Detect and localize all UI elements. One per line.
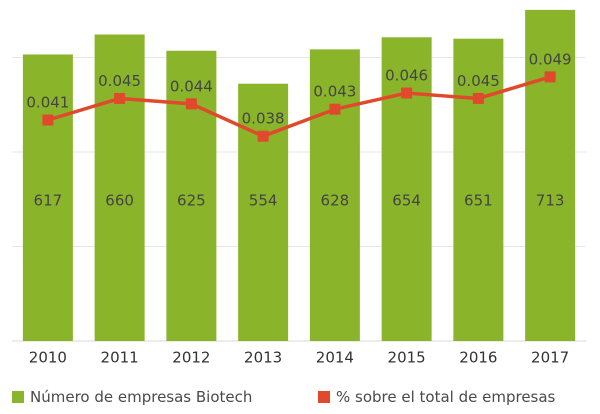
line-value-label: 0.041 — [26, 94, 69, 112]
bar — [238, 83, 289, 341]
line-value-label: 0.046 — [385, 67, 428, 85]
line-value-label: 0.043 — [313, 83, 356, 101]
bar-value-label: 625 — [177, 192, 206, 210]
legend-swatch-bars — [12, 391, 24, 403]
legend: Número de empresas Biotech % sobre el to… — [0, 388, 600, 408]
bar-value-labels: 617 660 625 554 628 654 651 713 — [34, 192, 565, 210]
bar — [22, 54, 73, 341]
line-value-label: 0.045 — [457, 72, 500, 90]
bar-series — [22, 9, 576, 341]
x-tick-label: 2015 — [388, 349, 426, 367]
line-value-label: 0.038 — [242, 110, 285, 128]
line-value-label: 0.044 — [170, 77, 213, 95]
legend-label-line: % sobre el total de empresas — [336, 388, 556, 406]
line-series — [42, 71, 556, 142]
x-tick-label: 2013 — [244, 349, 282, 367]
x-tick-label: 2016 — [459, 349, 497, 367]
x-tick-label: 2017 — [531, 349, 569, 367]
legend-item-bars[interactable]: Número de empresas Biotech — [12, 388, 252, 406]
x-tick-label: 2011 — [101, 349, 139, 367]
line-value-label: 0.045 — [98, 72, 141, 90]
bar-value-label: 651 — [464, 192, 493, 210]
bar — [453, 38, 504, 341]
legend-swatch-line — [318, 391, 330, 403]
line-marker — [472, 92, 484, 104]
line-marker — [257, 130, 269, 142]
x-axis: 2010 2011 2012 2013 2014 2015 2016 2017 — [29, 349, 569, 367]
line-marker — [401, 87, 413, 99]
line-marker — [114, 92, 126, 104]
bar-value-label: 713 — [536, 192, 565, 210]
bar-value-label: 660 — [105, 192, 134, 210]
bar-value-label: 554 — [249, 192, 278, 210]
bar — [94, 34, 145, 341]
line-value-labels: 0.041 0.045 0.044 0.038 0.043 0.046 0.045 0.049 — [26, 50, 571, 127]
line-marker — [329, 103, 341, 115]
line-marker — [185, 98, 197, 110]
x-tick-label: 2014 — [316, 349, 354, 367]
bar — [309, 49, 360, 341]
line-value-label: 0.049 — [529, 50, 572, 68]
legend-item-line[interactable]: % sobre el total de empresas — [318, 388, 555, 406]
x-tick-label: 2012 — [172, 349, 210, 367]
bar-value-label: 617 — [34, 192, 63, 210]
bar-value-label: 654 — [392, 192, 421, 210]
line-marker — [42, 114, 54, 126]
line-path — [47, 75, 551, 138]
bar — [525, 9, 576, 341]
x-tick-label: 2010 — [29, 349, 67, 367]
legend-label-bars: Número de empresas Biotech — [30, 388, 253, 406]
bar-value-label: 628 — [321, 192, 350, 210]
line-marker — [544, 71, 556, 83]
